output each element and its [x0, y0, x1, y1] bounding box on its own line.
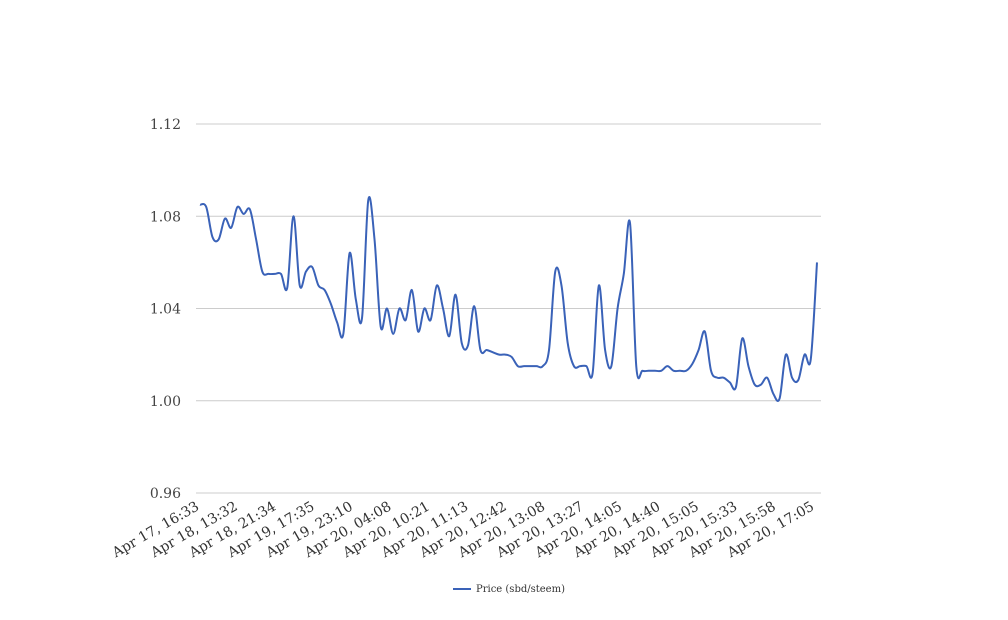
y-tick-label: 0.96 [150, 486, 181, 502]
series-lines [199, 196, 818, 402]
y-axis-tick-labels: 0.96 1.00 1.04 1.08 1.12 [150, 117, 181, 502]
y-tick-label: 1.12 [150, 117, 181, 133]
legend-label: Price (sbd/steem) [476, 584, 565, 595]
y-tick-label: 1.00 [150, 394, 181, 410]
y-tick-label: 1.08 [150, 209, 181, 225]
series-line-price [199, 196, 818, 402]
y-tick-label: 1.04 [150, 302, 181, 318]
legend: Price (sbd/steem) [453, 584, 565, 595]
gridlines [196, 123, 821, 494]
